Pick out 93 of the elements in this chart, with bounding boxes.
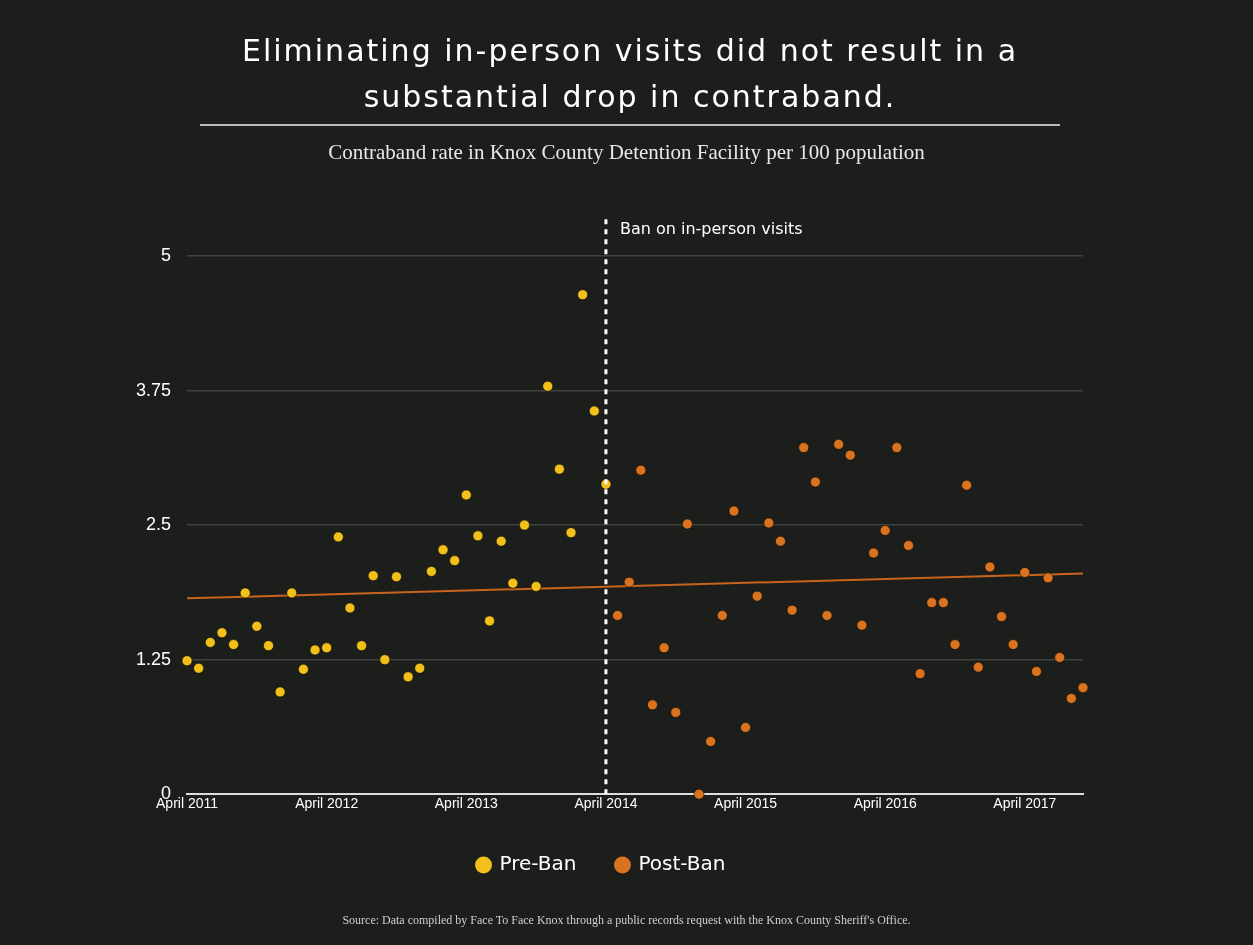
point [286, 587, 298, 599]
point [356, 640, 368, 652]
point [612, 610, 624, 622]
point [262, 640, 274, 652]
y-tick-label: 2.5 [146, 514, 172, 535]
point [1065, 692, 1077, 704]
point [1054, 652, 1066, 663]
y-tick-label: 3.75 [135, 379, 172, 400]
x-tick-label: April 2017 [993, 795, 1057, 812]
x-tick-label: April 2016 [853, 795, 917, 812]
point [437, 544, 449, 556]
x-tick-label: April 2012 [295, 795, 359, 812]
point [553, 463, 565, 475]
point [344, 602, 356, 614]
point [542, 380, 554, 392]
point [996, 611, 1008, 623]
point [879, 524, 891, 536]
point [414, 662, 426, 674]
point [728, 505, 740, 517]
point [321, 642, 333, 654]
point [914, 668, 926, 680]
point [646, 699, 658, 711]
point [239, 587, 251, 599]
point [1077, 682, 1089, 694]
point [926, 597, 938, 609]
chart-title: Eliminating in-person visits did not result in a substantial drop in contraband. [200, 28, 1060, 126]
point [868, 547, 880, 559]
point [274, 686, 286, 698]
point [856, 619, 868, 631]
legend-label: Pre-Ban [499, 851, 577, 876]
point [809, 476, 821, 488]
point [693, 788, 705, 800]
point [798, 442, 810, 454]
point [833, 438, 845, 450]
point [681, 518, 693, 530]
point [518, 519, 530, 531]
x-tick-label: April 2013 [434, 795, 499, 812]
point [530, 580, 542, 592]
point [204, 636, 216, 648]
point [658, 642, 670, 654]
point [193, 662, 205, 674]
point [774, 535, 786, 547]
point [751, 590, 763, 602]
point [181, 655, 193, 667]
point [623, 576, 635, 588]
point [577, 289, 589, 301]
point [635, 464, 647, 476]
point [251, 620, 263, 632]
point [425, 565, 437, 577]
point [961, 479, 973, 491]
point [891, 442, 903, 454]
x-tick-label: April 2014 [574, 795, 638, 812]
point [472, 530, 484, 542]
point [1042, 572, 1054, 584]
point [670, 706, 682, 718]
point [390, 571, 402, 583]
point [495, 535, 507, 547]
point [763, 517, 775, 529]
point [821, 610, 833, 622]
source-note: Source: Data compiled by Face To Face Knox through a public records request with the Knox County Sheriff's Office. [341, 913, 912, 928]
point [786, 604, 798, 616]
point [1019, 566, 1031, 578]
point [937, 597, 949, 609]
point [716, 610, 728, 622]
point [844, 449, 856, 461]
point [216, 627, 228, 639]
point [402, 671, 414, 683]
chart-subtitle: Contraband rate in Knox County Detention Facility per 100 population [327, 140, 926, 165]
point [949, 639, 961, 651]
point [902, 540, 914, 552]
point [1030, 665, 1042, 677]
point [228, 639, 240, 651]
y-tick-label: 5 [161, 244, 172, 265]
legend-label: Post-Ban [638, 851, 726, 876]
point [588, 405, 600, 417]
point [984, 561, 996, 573]
point [297, 663, 309, 675]
y-tick-label: 1.25 [135, 648, 172, 669]
point [367, 570, 379, 582]
point [379, 654, 391, 666]
point [460, 489, 472, 501]
point [705, 735, 717, 747]
ref-line-label: Ban on in-person visits [619, 219, 803, 239]
point [484, 615, 496, 627]
point [332, 531, 344, 543]
point [449, 555, 461, 567]
point [507, 577, 519, 589]
point [1007, 639, 1019, 651]
x-tick-label: April 2015 [714, 795, 778, 812]
point [565, 527, 577, 539]
point [309, 644, 321, 656]
point [972, 661, 984, 673]
point [740, 721, 752, 733]
